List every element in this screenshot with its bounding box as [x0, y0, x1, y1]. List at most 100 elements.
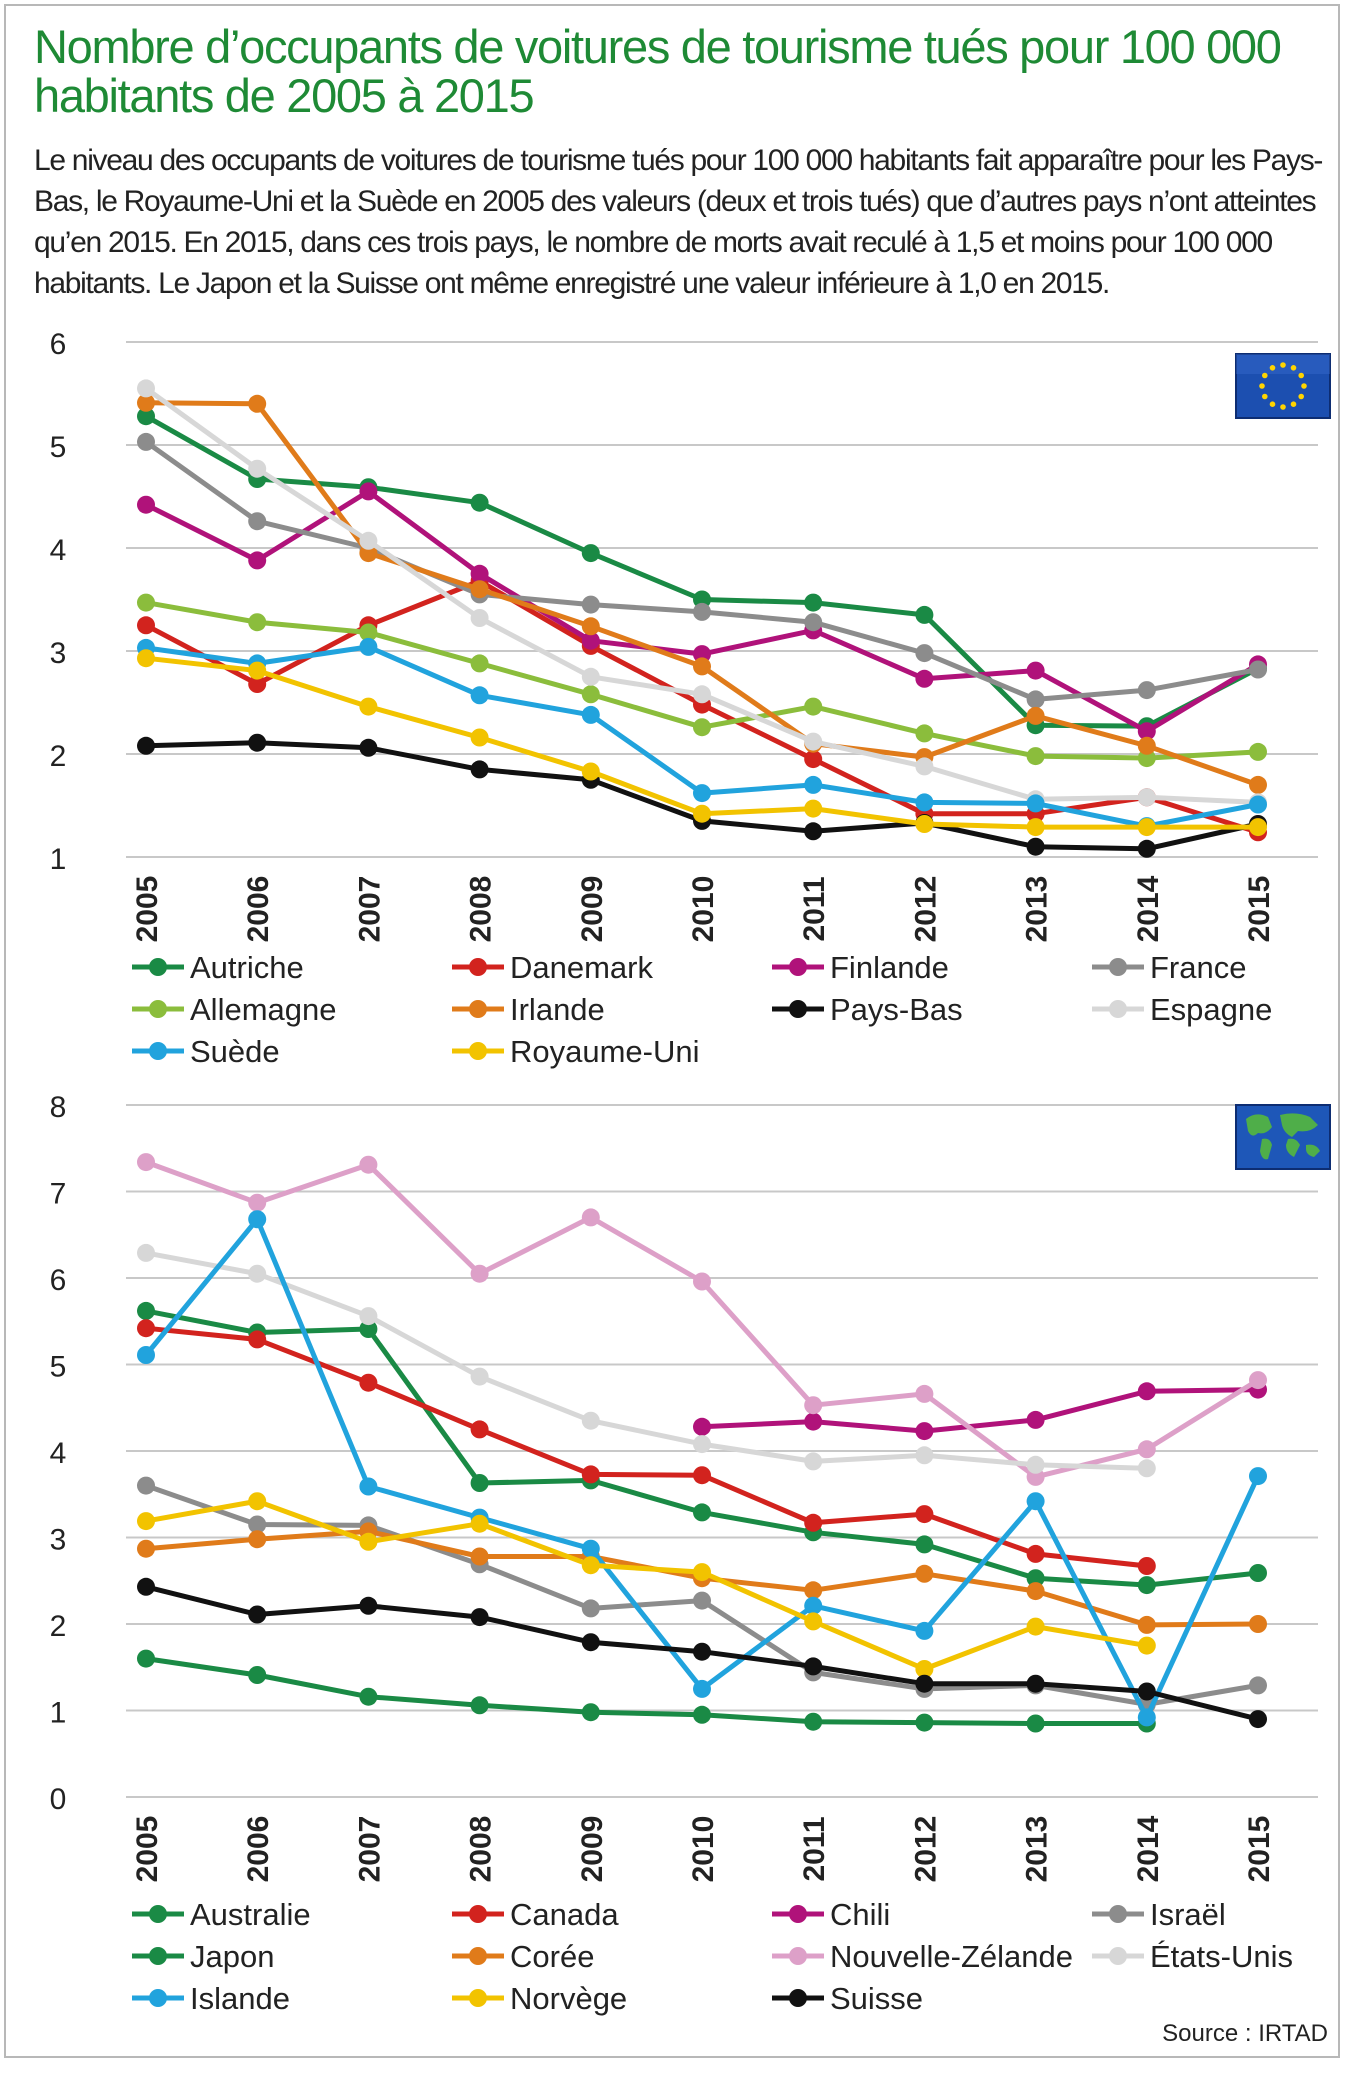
legend-marker [149, 1989, 167, 2007]
legend-label: France [1150, 950, 1246, 985]
legend-item-etats-unis: États-Unis [1092, 1939, 1293, 1974]
data-point [915, 605, 934, 624]
data-point [359, 623, 378, 642]
source-note: Source : IRTAD [1162, 2020, 1328, 2047]
data-point [581, 1556, 600, 1575]
series-allemagne [137, 593, 1267, 768]
data-point [137, 495, 155, 514]
series-line [701, 1387, 1259, 1434]
data-point [581, 705, 600, 724]
data-point [1026, 1714, 1045, 1733]
data-point [359, 1307, 378, 1326]
y-tick-label: 2 [50, 1610, 67, 1643]
data-point [470, 760, 489, 779]
y-tick-label: 1 [50, 843, 67, 876]
x-tick-label: 2012 [909, 876, 942, 943]
legend-item-danemark: Danemark [452, 950, 653, 985]
data-point [693, 645, 711, 664]
y-tick-label: 5 [50, 431, 67, 464]
data-point [581, 1633, 600, 1652]
data-point [1249, 1371, 1267, 1390]
data-point [581, 595, 600, 614]
data-point [804, 1657, 823, 1676]
data-point [1137, 1459, 1156, 1478]
data-point [137, 1243, 155, 1262]
data-point [470, 654, 489, 673]
data-point [693, 1466, 711, 1485]
data-point [915, 644, 934, 663]
data-point [1249, 1615, 1267, 1633]
data-point [1026, 690, 1045, 709]
data-point [137, 1512, 155, 1531]
data-point [248, 1330, 267, 1349]
data-point [359, 1155, 378, 1174]
data-point [693, 602, 711, 621]
data-point [915, 1660, 934, 1678]
data-point [359, 637, 378, 656]
legend-item-islande: Islande [132, 1981, 290, 2016]
legend-item-autriche: Autriche [132, 950, 304, 985]
data-point [1249, 660, 1267, 679]
data-point [1026, 1674, 1045, 1693]
y-tick-label: 6 [50, 328, 67, 361]
data-point [470, 1420, 489, 1439]
legend-marker [469, 1905, 487, 1923]
legend-label: Canada [510, 1897, 619, 1932]
data-point [804, 750, 823, 769]
data-point [470, 609, 489, 627]
data-point [1026, 1544, 1045, 1563]
data-point [1137, 749, 1156, 768]
data-point [1137, 1615, 1156, 1634]
data-point [359, 1320, 378, 1338]
data-point [248, 512, 267, 531]
legend-label: Irlande [510, 992, 605, 1027]
legend-marker [1109, 1947, 1127, 1965]
data-point [137, 1319, 155, 1338]
data-point [693, 657, 711, 676]
y-tick-label: 3 [50, 637, 67, 670]
series-line [144, 414, 1260, 729]
data-point [359, 531, 378, 550]
legend-label: Pays-Bas [830, 992, 963, 1027]
data-point [1026, 1582, 1045, 1601]
data-point [248, 1210, 267, 1229]
legend-item-finlande: Finlande [772, 950, 949, 985]
x-tick-label: 2007 [353, 876, 386, 943]
data-point [693, 1417, 711, 1436]
y-tick-label: 2 [50, 740, 67, 773]
data-point [137, 736, 155, 755]
data-point [915, 724, 934, 743]
legend-marker [149, 1042, 167, 1060]
legend-marker [789, 958, 807, 976]
data-point [1026, 1569, 1045, 1588]
data-point [1249, 1710, 1267, 1729]
series-etats-unis [137, 1243, 1156, 1478]
data-point [248, 1492, 267, 1511]
data-point [470, 728, 489, 747]
data-point [248, 1530, 267, 1549]
legend-item-chili: Chili [772, 1897, 890, 1932]
legend-item-japon: Japon [132, 1939, 274, 1974]
x-tick-label: 2011 [798, 1816, 831, 1881]
data-point [915, 1446, 934, 1465]
series-irlande [137, 393, 1267, 794]
data-point [1249, 1467, 1267, 1486]
data-point [1249, 1676, 1267, 1695]
y-tick-label: 0 [50, 1783, 67, 1816]
data-point [137, 1346, 155, 1364]
legend: Autriche Danemark Finlande France Allemagne I… [132, 950, 1272, 1069]
x-tick-label: 2006 [242, 876, 275, 943]
x-tick-label: 2011 [798, 876, 831, 941]
series-canada [137, 1319, 1156, 1575]
data-point [804, 1452, 823, 1471]
legend-marker [789, 1905, 807, 1923]
data-point [359, 1596, 378, 1615]
data-point [693, 1642, 711, 1661]
legend-marker [149, 958, 167, 976]
x-tick-label: 2008 [465, 1816, 498, 1883]
data-point [693, 1705, 711, 1724]
legend-marker [1109, 1000, 1127, 1018]
y-tick-label: 4 [50, 534, 67, 567]
data-point [137, 1153, 155, 1172]
x-tick-label: 2014 [1132, 875, 1165, 942]
